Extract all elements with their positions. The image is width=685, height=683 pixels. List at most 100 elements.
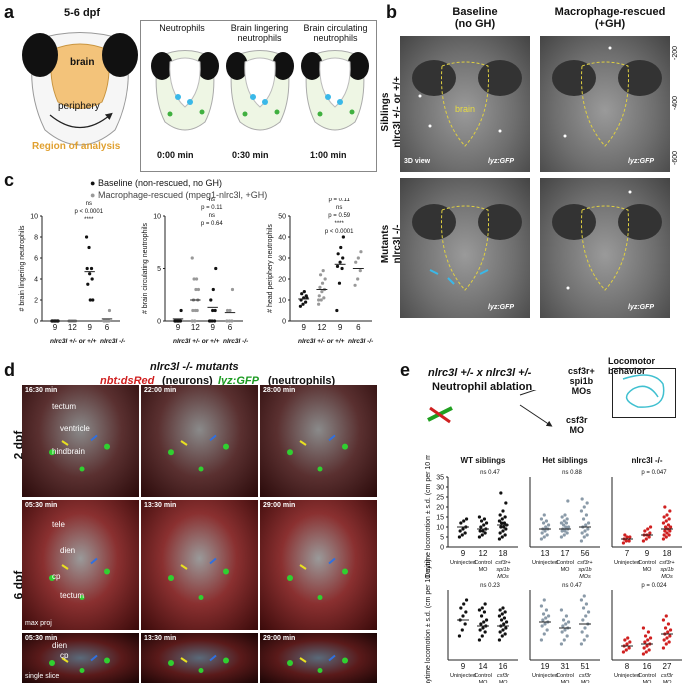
y-axis-label: # brain lingering neutrophils (19, 225, 26, 311)
data-point (463, 531, 467, 535)
time-stamp: 13:30 min (144, 635, 177, 642)
data-point (544, 616, 548, 620)
data-point (225, 308, 230, 313)
data-point (85, 266, 89, 271)
category-label: csf3r (661, 673, 674, 679)
anatomy-label: tectum (60, 591, 85, 600)
annotation: ns 0.23 (480, 583, 500, 589)
category-label: MO (479, 680, 489, 683)
n-label: 18 (499, 549, 508, 558)
data-point (318, 285, 322, 289)
genotype-mut: nlrc3l -/- (223, 338, 248, 345)
category-label: MO (561, 680, 571, 683)
data-point (586, 527, 590, 531)
data-point (457, 535, 462, 539)
genotype-sib: nlrc3l +/- or +/+ (50, 338, 97, 345)
data-point (482, 517, 487, 521)
mo2-label: csf3r MO (566, 415, 588, 435)
maxproj-label: max proj (25, 620, 52, 627)
time-0: 0:00 min (157, 150, 194, 160)
data-point (585, 634, 589, 638)
data-point (191, 308, 195, 313)
data-point (581, 606, 586, 610)
data-point (643, 640, 647, 644)
panel-e-plots: 051015202530359Uninjected12ControlMO18cs… (425, 455, 682, 683)
data-point (211, 287, 215, 292)
data-point (582, 638, 586, 642)
data-point (664, 519, 668, 523)
data-point (545, 628, 549, 632)
ablation-arrows (427, 390, 582, 427)
legend-neurons: (neurons) (162, 375, 213, 387)
data-point (565, 531, 569, 535)
data-point (563, 529, 567, 533)
data-point (668, 628, 673, 632)
data-point (302, 290, 306, 294)
data-point (586, 521, 591, 525)
y-tick-label: 0 (282, 319, 286, 326)
legend-nbt: nbt:dsRed (100, 375, 155, 387)
panel-a-letter: a (4, 2, 15, 22)
legend-rescued: ● Macrophage-rescued (mpeg1-nlrc3l, +GH) (90, 190, 268, 200)
chart-title: nlrc3l -/- (631, 456, 662, 465)
data-point (626, 636, 630, 640)
col-baseline: Baseline (no GH) (452, 6, 498, 30)
tick-600: -600 (672, 150, 679, 165)
data-point (646, 638, 650, 642)
annotation: ns (209, 213, 215, 219)
timelapse-image-r0-c1: 22:00 min (141, 385, 258, 497)
anatomy-label: ventricle (60, 424, 90, 433)
time-stamp: 05:30 min (25, 502, 58, 509)
data-point (644, 537, 648, 541)
y-axis-label: Daytime locomotion ± s.d. (cm per 10 min… (425, 559, 432, 683)
data-point (663, 529, 667, 533)
col-rescued: Macrophage-rescued (+GH) (554, 6, 666, 30)
n-label: 8 (625, 662, 630, 671)
data-point (317, 298, 321, 302)
data-point (190, 256, 194, 260)
annotation: ns 0.47 (562, 583, 582, 589)
y-tick-label: 8 (34, 235, 38, 242)
data-point (500, 517, 504, 521)
category-label: Uninjected (450, 560, 476, 566)
category-label: MO (581, 680, 591, 683)
single-slice-label: single slice (25, 673, 60, 680)
category-label: Control (474, 560, 492, 566)
timelapse-image-r1-c2: 29:00 min (260, 500, 377, 630)
annotation: p = 0.11 (201, 205, 223, 211)
data-point (500, 634, 504, 638)
data-point (667, 533, 671, 537)
y-tick-label: 20 (436, 505, 444, 512)
data-point (542, 598, 546, 602)
chart-title: Het siblings (542, 456, 588, 465)
n-label: 12 (317, 323, 326, 332)
data-point (579, 598, 584, 602)
data-point (301, 302, 305, 306)
data-point (501, 628, 505, 632)
annotation: **** (335, 221, 345, 227)
timelapse-image-r1-c0: 05:30 min tele dien cp tectum max proj (22, 500, 139, 630)
data-point (462, 519, 466, 523)
data-point (483, 531, 487, 535)
data-point (663, 626, 668, 630)
data-point (499, 521, 504, 525)
n-label: 6 (356, 323, 361, 332)
data-point (478, 529, 482, 533)
data-point (559, 535, 564, 539)
n-label: 9 (176, 323, 181, 332)
data-point (90, 277, 94, 281)
data-point (646, 630, 651, 634)
marker-label-2: lyz:GFP (628, 158, 655, 165)
y-tick-label: 50 (278, 214, 286, 221)
data-point (208, 319, 212, 323)
data-point (664, 535, 668, 539)
data-point (582, 505, 586, 509)
category-label: Control (556, 673, 574, 679)
timelapse-image-r2-c0: 05:30 min dien cp single slice (22, 633, 139, 683)
data-point (661, 618, 666, 622)
data-point (479, 519, 484, 523)
panel-e-letter: e (400, 360, 411, 380)
locomotor-label: Locomotor behavior (608, 356, 655, 376)
category-label: MOs (497, 574, 509, 580)
data-point (477, 535, 482, 539)
